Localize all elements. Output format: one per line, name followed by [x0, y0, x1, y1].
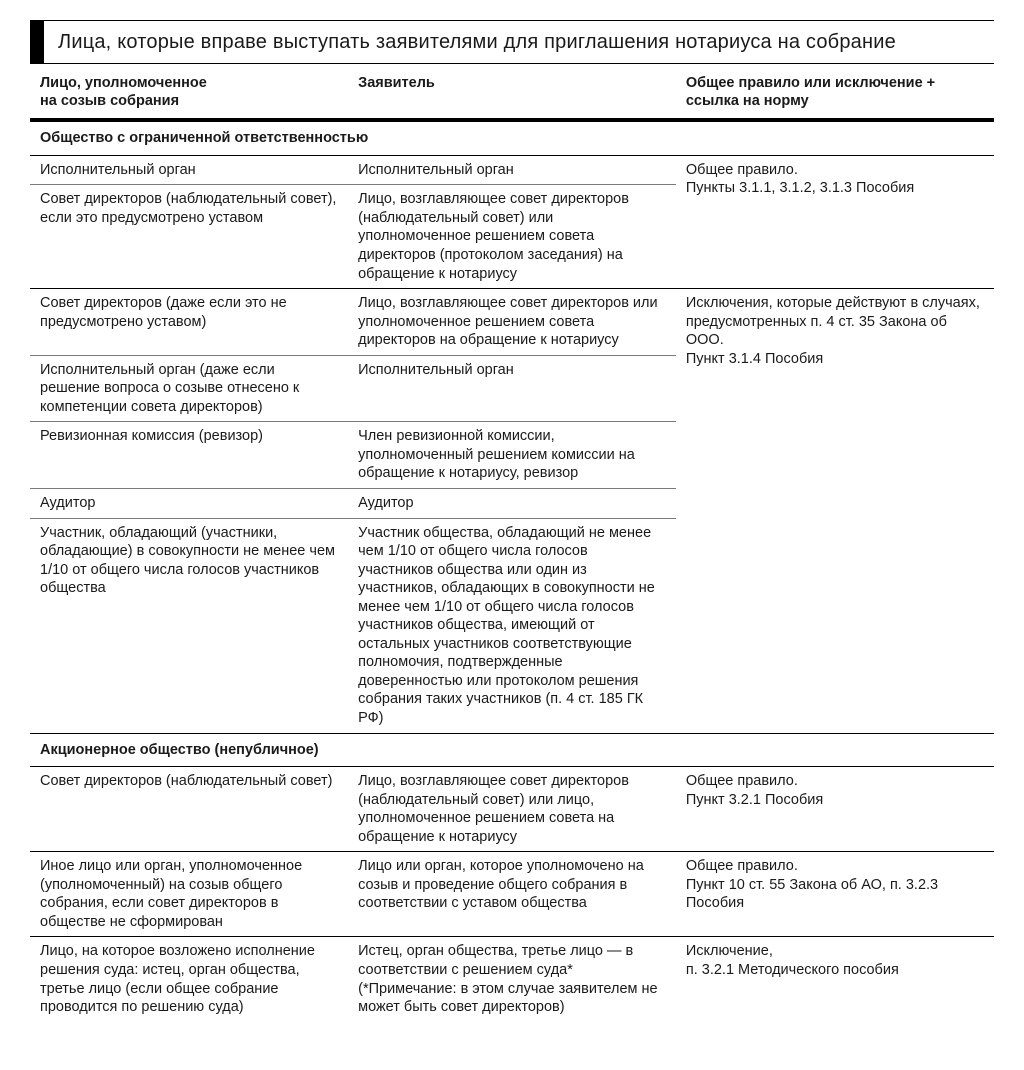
- rule-text: п. 3.2.1 Методического пособия: [686, 962, 899, 978]
- cell-authorized: Участник, обладающий (участники, обладаю…: [30, 518, 348, 733]
- title-marker: [30, 21, 44, 63]
- cell-authorized: Совет директоров (наблюдательный совет): [30, 767, 348, 852]
- table-row: Совет директоров (наблюдательный совет) …: [30, 767, 994, 852]
- rule-text: Пункт 10 ст. 55 Закона об АО, п. 3.2.3 П…: [686, 877, 938, 912]
- rule-text: Пункты 3.1.1, 3.1.2, 3.1.3 Пособия: [686, 180, 914, 196]
- table-row: Совет директоров (даже если это не преду…: [30, 289, 994, 356]
- rule-text: Пункт 3.2.1 Пособия: [686, 792, 823, 808]
- header-col1: Лицо, уполномоченное на созыв собрания: [30, 68, 348, 120]
- rule-text: Пункт 3.1.4 Пособия: [686, 351, 823, 367]
- cell-applicant: Исполнительный орган: [348, 155, 676, 185]
- header-text: Лицо, уполномоченное: [40, 75, 207, 91]
- applicant-text: Истец, орган общества, третье лицо — в с…: [358, 943, 633, 978]
- rule-text: Общее правило.: [686, 773, 798, 789]
- cell-applicant: Лицо, возглавляющее совет директоров или…: [348, 289, 676, 356]
- section-row: Акционерное общество (непубличное): [30, 733, 994, 767]
- cell-authorized: Исполнительный орган (даже если решение …: [30, 355, 348, 422]
- cell-applicant: Лицо, возглавляющее совет директоров (на…: [348, 185, 676, 289]
- cell-authorized: Исполнительный орган: [30, 155, 348, 185]
- cell-applicant: Лицо или орган, которое уполномочено на …: [348, 852, 676, 937]
- header-col3: Общее правило или исключение + ссылка на…: [676, 68, 994, 120]
- table-title-bar: Лица, которые вправе выступать заявителя…: [30, 20, 994, 64]
- header-text: Общее правило или исключение +: [686, 75, 935, 91]
- cell-applicant: Член ревизионной комиссии, уполномоченны…: [348, 422, 676, 489]
- cell-rule: Исключение, п. 3.2.1 Методического пособ…: [676, 937, 994, 1022]
- table-row: Лицо, на которое возложено исполнение ре…: [30, 937, 994, 1022]
- section-title: Общество с ограниченной ответственностью: [30, 120, 994, 155]
- cell-authorized: Совет директоров (даже если это не преду…: [30, 289, 348, 356]
- cell-applicant: Аудитор: [348, 489, 676, 519]
- table-header-row: Лицо, уполномоченное на созыв собрания З…: [30, 68, 994, 120]
- header-text: на созыв собрания: [40, 93, 179, 109]
- table-row: Иное лицо или орган, уполномоченное (упо…: [30, 852, 994, 937]
- header-text: ссылка на норму: [686, 93, 809, 109]
- applicant-note: (*Примечание: в этом случае заявителем н…: [358, 981, 658, 1016]
- cell-applicant: Истец, орган общества, третье лицо — в с…: [348, 937, 676, 1022]
- rule-text: Исключение,: [686, 943, 773, 959]
- cell-authorized: Аудитор: [30, 489, 348, 519]
- cell-authorized: Иное лицо или орган, уполномоченное (упо…: [30, 852, 348, 937]
- rule-text: Исключения, которые действуют в случаях,…: [686, 295, 980, 348]
- section-row: Общество с ограниченной ответственностью: [30, 120, 994, 155]
- section-title: Акционерное общество (непубличное): [30, 733, 994, 767]
- cell-rule: Исключения, которые действуют в случаях,…: [676, 289, 994, 733]
- table-row: Исполнительный орган Исполнительный орга…: [30, 155, 994, 185]
- cell-applicant: Лицо, возглавляющее совет директоров (на…: [348, 767, 676, 852]
- cell-rule: Общее правило. Пункты 3.1.1, 3.1.2, 3.1.…: [676, 155, 994, 288]
- cell-applicant: Участник общества, обладающий не менее ч…: [348, 518, 676, 733]
- cell-rule: Общее правило. Пункт 3.2.1 Пособия: [676, 767, 994, 852]
- cell-authorized: Совет директоров (наблюдательный совет),…: [30, 185, 348, 289]
- cell-authorized: Лицо, на которое возложено исполнение ре…: [30, 937, 348, 1022]
- rule-text: Общее правило.: [686, 162, 798, 178]
- cell-authorized: Ревизионная комиссия (ревизор): [30, 422, 348, 489]
- rule-text: Общее правило.: [686, 858, 798, 874]
- header-col2: Заявитель: [348, 68, 676, 120]
- table-title: Лица, которые вправе выступать заявителя…: [58, 21, 896, 63]
- applicants-table: Лицо, уполномоченное на созыв собрания З…: [30, 68, 994, 1022]
- cell-applicant: Исполнительный орган: [348, 355, 676, 422]
- cell-rule: Общее правило. Пункт 10 ст. 55 Закона об…: [676, 852, 994, 937]
